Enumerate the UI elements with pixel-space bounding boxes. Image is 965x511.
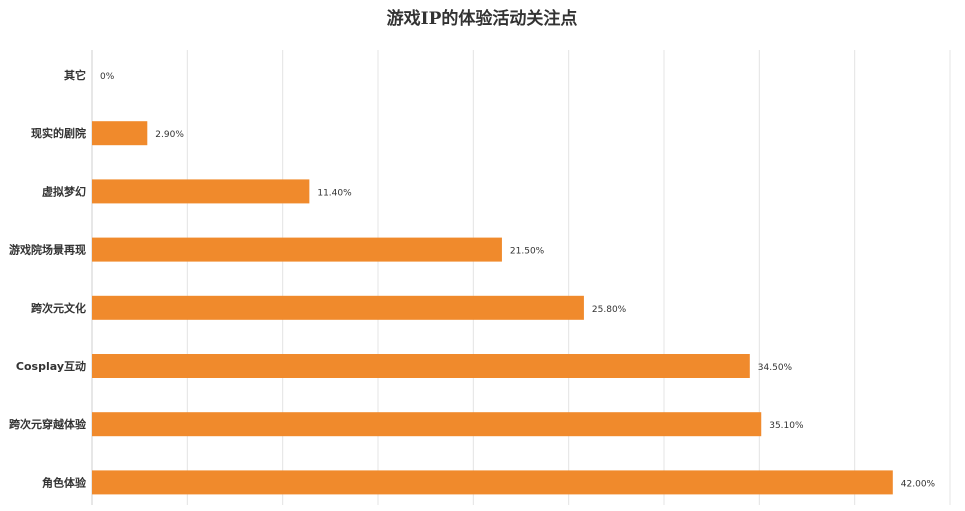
bar	[92, 121, 148, 146]
bar	[92, 179, 310, 204]
data-label: 0%	[100, 72, 115, 82]
category-label: 其它	[64, 68, 86, 82]
bar	[92, 237, 502, 262]
labels: 其它 0% 现实的剧院 2.90% 虚拟梦幻 11.40% 游戏院场景再现 21.50% 跨次元…	[9, 68, 936, 489]
category-label: 跨次元穿越体验	[9, 417, 87, 431]
data-label: 34.50%	[758, 363, 793, 373]
bar	[92, 295, 584, 320]
category-label: 游戏院场景再现	[9, 243, 86, 257]
category-label: 角色体验	[42, 475, 87, 489]
category-label: Cosplay互动	[16, 359, 86, 373]
category-label: 跨次元文化	[31, 301, 86, 315]
category-label: 现实的剧院	[31, 126, 86, 140]
data-label: 42.00%	[901, 479, 936, 489]
data-label: 2.90%	[155, 130, 184, 140]
bar	[92, 470, 893, 495]
bars	[92, 121, 893, 495]
data-label: 11.40%	[317, 188, 352, 198]
chart-title: 游戏IP的体验活动关注点	[387, 8, 578, 29]
category-label: 虚拟梦幻	[42, 184, 86, 198]
data-label: 35.10%	[769, 421, 804, 431]
bar	[92, 412, 762, 437]
grid-lines	[186, 50, 951, 505]
bar	[92, 354, 750, 378]
data-label: 25.80%	[592, 305, 627, 315]
data-label: 21.50%	[510, 247, 545, 257]
